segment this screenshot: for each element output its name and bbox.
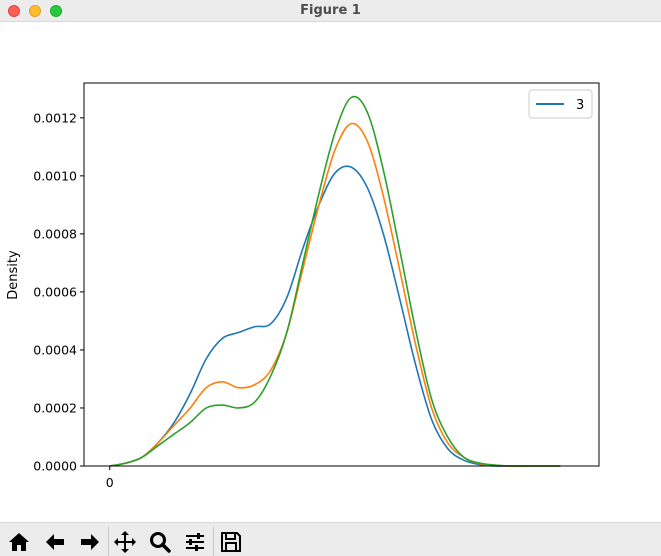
plot-background [84,83,599,466]
minimize-window-button[interactable] [29,5,41,17]
back-button[interactable] [40,527,70,556]
sliders-icon [186,533,204,551]
home-button[interactable] [4,527,34,556]
y-tick-label: 0.0006 [33,284,77,299]
pan-button[interactable] [110,527,140,556]
x-tick-label: 0 [106,475,114,490]
toolbar [0,522,661,556]
y-tick-label: 0.0010 [33,168,77,183]
series-line-3 [109,95,561,467]
legend-label: 3 [576,98,584,113]
legend: 3 [528,89,593,119]
plot-frame [83,82,600,467]
x-axis: 0 [106,466,114,490]
arrow-left-icon [46,534,64,550]
title-bar: Figure 1 [0,0,661,22]
y-axis-label: Density [6,250,21,300]
arrow-right-icon [81,534,99,550]
y-tick-label: 0.0000 [33,459,77,474]
kde-chart: 0.0000 0.0002 0.0004 0.0006 0.0008 0.0010 0.00… [6,82,600,490]
save-button[interactable] [216,527,246,556]
close-window-button[interactable] [8,5,20,17]
y-tick-label: 0.0012 [33,110,77,125]
y-axis: 0.0000 0.0002 0.0004 0.0006 0.0008 0.0010 0.00… [33,110,84,474]
home-icon [9,533,29,551]
series-layer [109,95,561,467]
y-tick-label: 0.0004 [33,342,77,357]
magnifier-icon [150,532,171,553]
y-tick-label: 0.0008 [33,226,77,241]
zoom-window-button[interactable] [50,5,62,17]
y-tick-label: 0.0002 [33,400,77,415]
forward-button[interactable] [75,527,105,556]
move-icon [114,531,136,553]
configure-subplots-button[interactable] [180,527,210,556]
window-title: Figure 1 [300,3,361,18]
zoom-button[interactable] [145,527,175,556]
figure-canvas: 0.0000 0.0002 0.0004 0.0006 0.0008 0.0010 0.00… [0,23,661,520]
floppy-disk-icon [221,532,241,552]
